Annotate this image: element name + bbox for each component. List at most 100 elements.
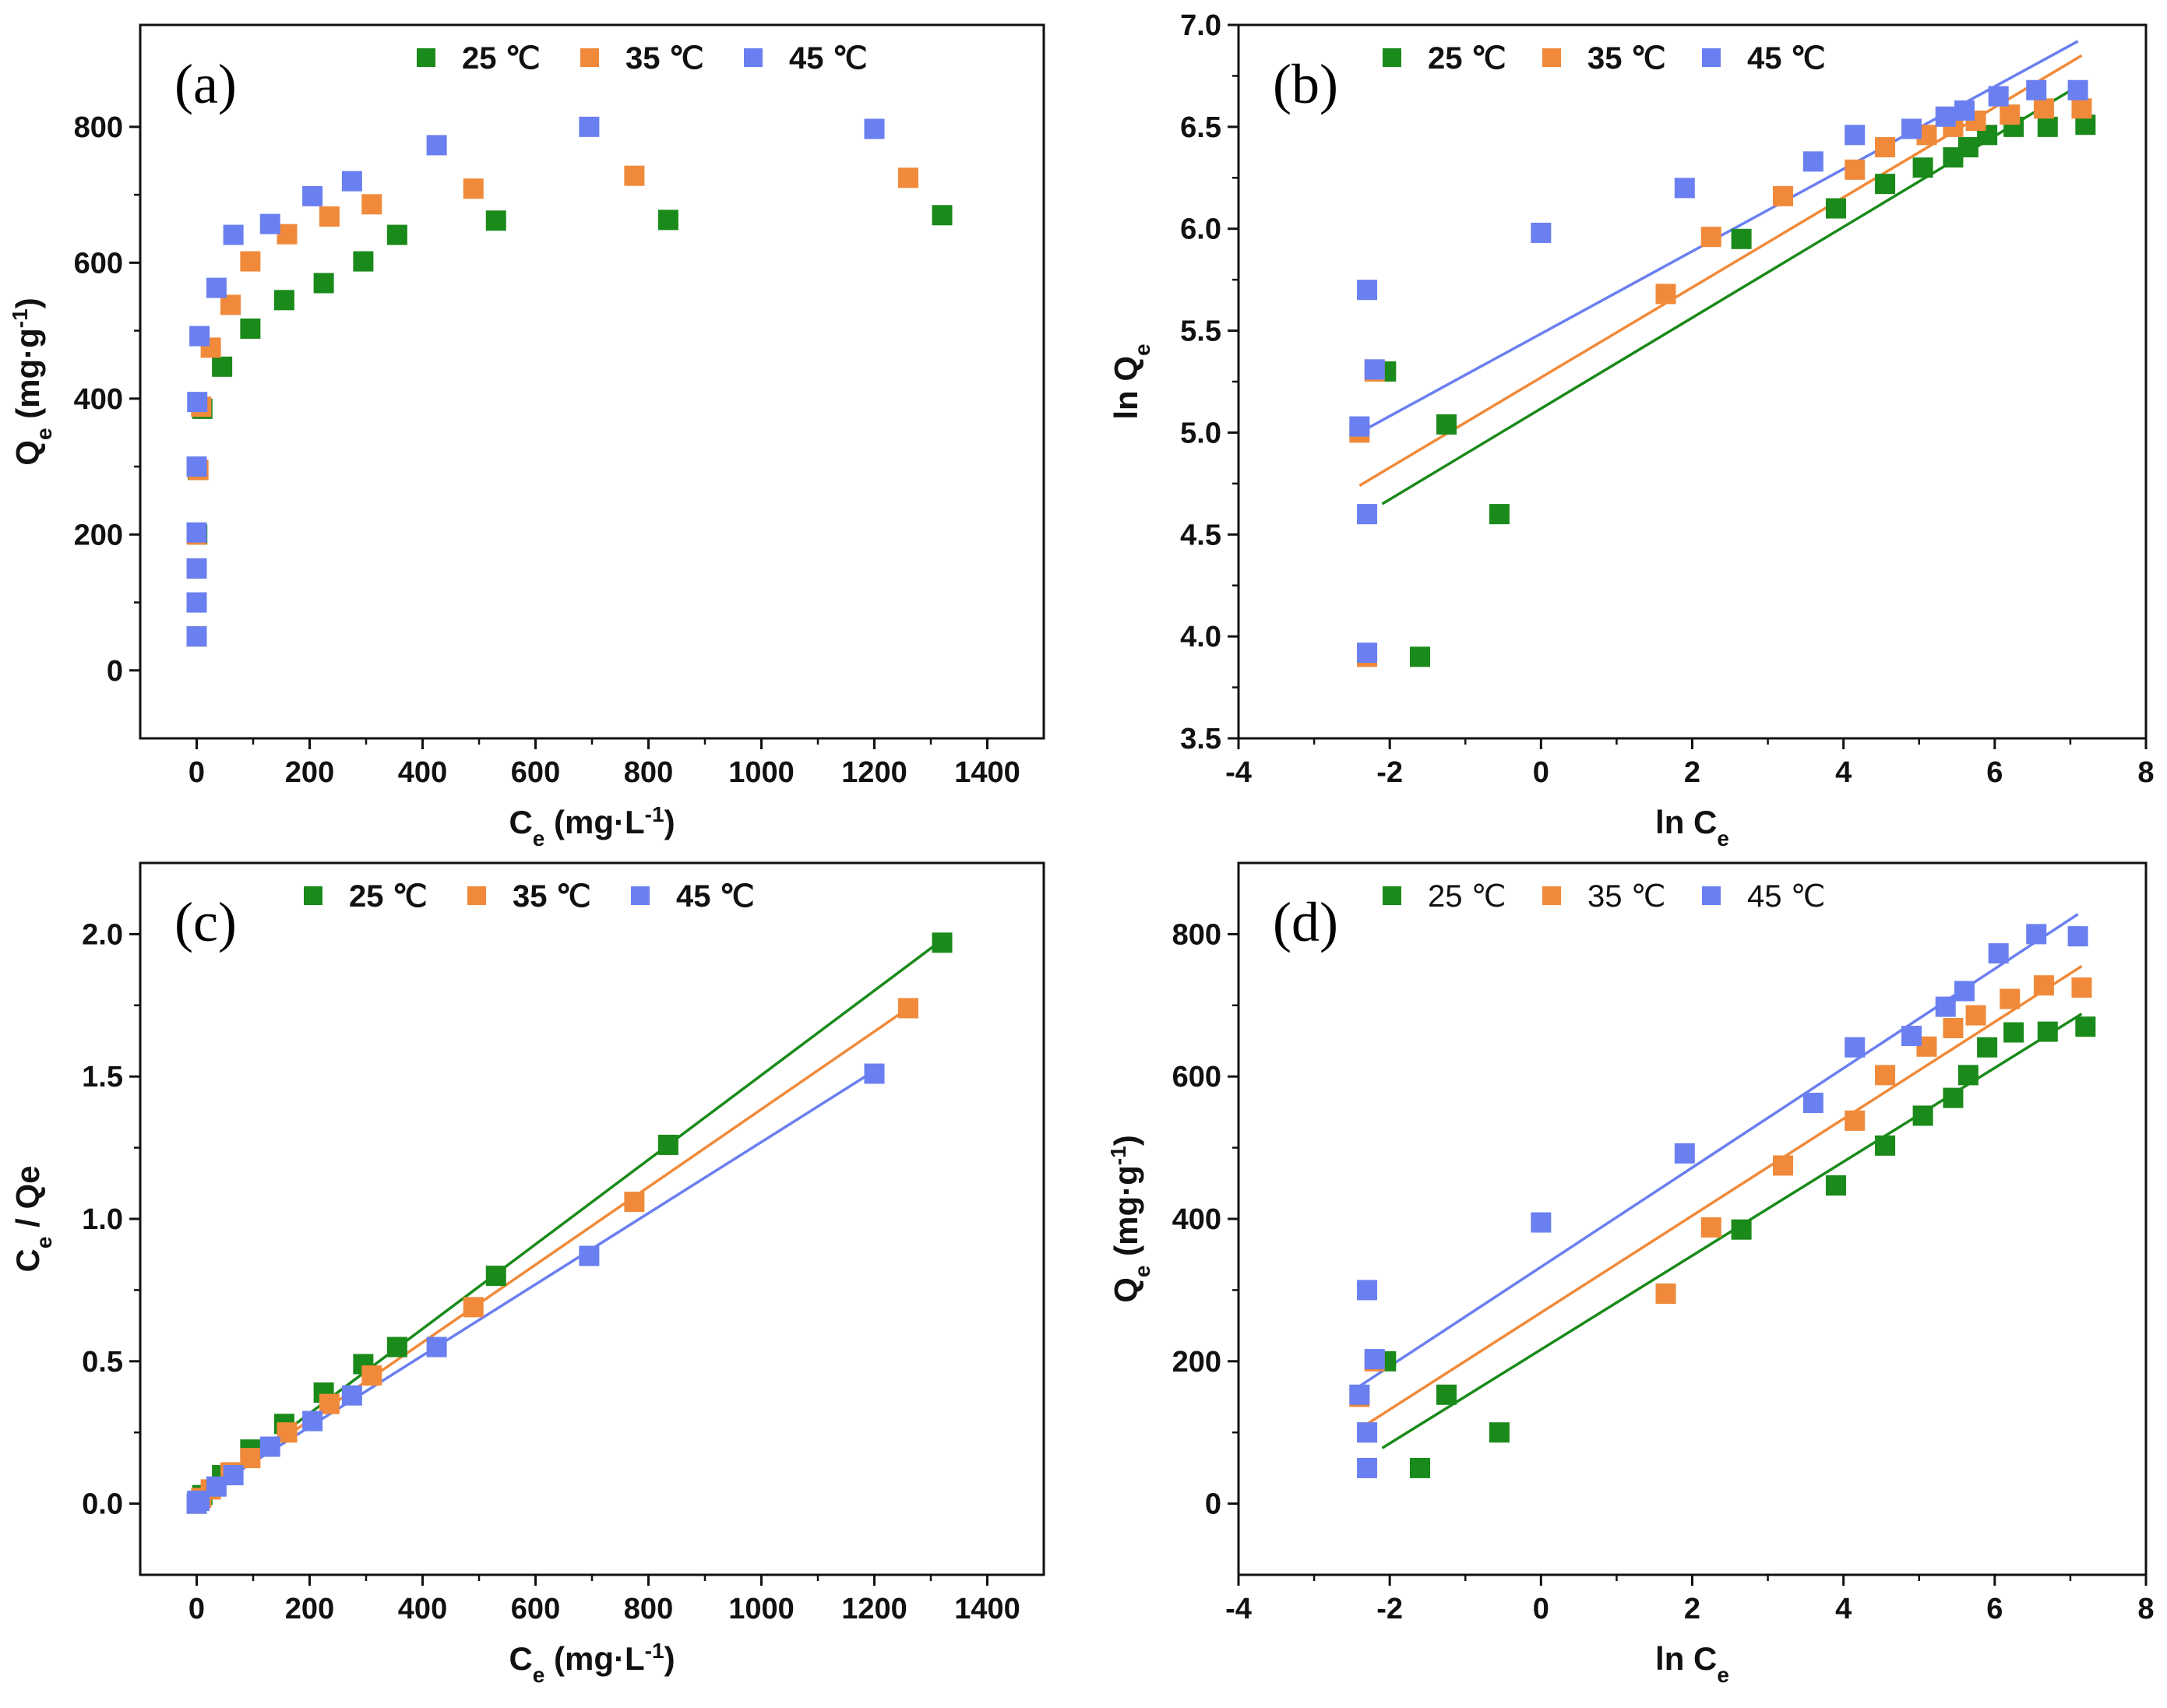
y-tick-label: 3.5	[1180, 723, 1221, 755]
data-point	[1731, 228, 1752, 249]
axis-title: Qe (mg·g-1)	[8, 298, 56, 465]
data-point	[2000, 104, 2021, 125]
axis-title: ln Ce	[1655, 804, 1729, 850]
data-point	[240, 1448, 261, 1469]
x-tick-label: 200	[285, 756, 334, 789]
x-tick-label: 8	[2137, 1593, 2154, 1625]
data-point	[1954, 981, 1975, 1002]
data-point	[1674, 178, 1695, 199]
data-point	[1845, 125, 1866, 146]
legend-marker	[304, 886, 322, 905]
data-point	[463, 1297, 484, 1318]
y-tick-label: 0	[107, 655, 123, 688]
legend-marker	[744, 48, 763, 67]
data-point	[1531, 222, 1552, 243]
panel-label: (d)	[1273, 891, 1338, 953]
data-point	[273, 290, 294, 311]
x-tick-label: 0	[189, 1593, 205, 1625]
x-tick-label: 800	[624, 756, 673, 789]
legend-label: 35 ℃	[513, 879, 591, 914]
data-point	[313, 273, 334, 294]
data-point	[2071, 98, 2092, 119]
data-point	[186, 626, 207, 647]
x-tick-label: 2	[1684, 1593, 1700, 1625]
x-tick-label: 2	[1684, 756, 1700, 789]
legend-marker	[1542, 886, 1561, 905]
legend-label: 25 ℃	[462, 41, 541, 76]
legend-marker	[1383, 886, 1401, 905]
data-point	[2026, 924, 2047, 945]
data-point	[1357, 1422, 1378, 1443]
data-point	[426, 135, 447, 156]
data-point	[1825, 1175, 1846, 1196]
y-tick-label: 0	[1205, 1488, 1221, 1521]
data-point	[463, 178, 484, 199]
legend-label: 25 ℃	[1428, 879, 1506, 914]
y-tick-label: 6.5	[1180, 111, 1221, 144]
data-point	[1845, 1037, 1866, 1058]
x-tick-label: 6	[1986, 756, 2003, 789]
data-point	[864, 1063, 885, 1084]
legend-marker	[631, 886, 650, 905]
axis-title: Ce (mg·L-1)	[509, 1639, 675, 1687]
data-point	[302, 185, 323, 206]
data-point	[932, 205, 953, 226]
data-point	[1357, 1280, 1378, 1301]
x-tick-label: -4	[1225, 1593, 1252, 1625]
data-point	[624, 1192, 645, 1213]
data-point	[1875, 137, 1896, 158]
data-point	[186, 558, 207, 579]
axis-title: ln Ce	[1655, 1640, 1729, 1687]
plot-frame	[139, 861, 1045, 1576]
data-point	[1700, 227, 1721, 248]
data-point	[1965, 1005, 1986, 1026]
legend-label: 45 ℃	[1747, 41, 1826, 76]
data-point	[2071, 977, 2092, 998]
data-point	[898, 167, 918, 188]
x-tick-label: 0	[189, 756, 205, 789]
data-point	[2026, 79, 2047, 100]
data-point	[1935, 996, 1956, 1017]
data-point	[361, 1365, 382, 1386]
legend-marker	[467, 886, 486, 905]
data-point	[1875, 1065, 1896, 1086]
data-point	[1349, 1384, 1370, 1405]
data-point	[1845, 1110, 1866, 1131]
data-point	[2000, 988, 2021, 1009]
y-tick-label: 1.0	[82, 1203, 123, 1236]
legend-label: 45 ℃	[676, 879, 755, 914]
data-point	[1912, 1105, 1933, 1126]
x-tick-label: 0	[1533, 1593, 1549, 1625]
data-point	[1655, 283, 1676, 305]
data-point	[2037, 116, 2058, 137]
data-point	[1436, 1384, 1457, 1405]
data-point	[624, 165, 645, 186]
y-tick-label: 5.0	[1180, 417, 1221, 449]
data-point	[1988, 86, 2009, 107]
data-point	[1349, 416, 1370, 437]
y-tick-label: 7.0	[1180, 9, 1221, 42]
x-tick-label: 1200	[841, 756, 907, 789]
data-point	[1410, 1457, 1430, 1478]
data-point	[1957, 1065, 1978, 1086]
data-point	[2075, 1016, 2096, 1037]
data-point	[386, 224, 407, 245]
data-point	[1410, 646, 1430, 667]
legend-marker	[1383, 48, 1401, 67]
x-tick-label: 1000	[728, 756, 795, 789]
data-point	[189, 1490, 210, 1511]
data-point	[1977, 1037, 1998, 1058]
data-point	[2067, 926, 2088, 947]
data-point	[223, 1465, 244, 1486]
data-point	[1489, 1422, 1510, 1443]
data-point	[1531, 1212, 1552, 1233]
y-tick-label: 800	[1172, 918, 1221, 951]
data-point	[932, 932, 953, 953]
data-point	[1802, 1093, 1823, 1114]
legend-label: 35 ℃	[1587, 879, 1666, 914]
y-tick-label: 4.0	[1180, 621, 1221, 653]
data-point	[1901, 118, 1922, 139]
x-tick-label: 0	[1533, 756, 1549, 789]
data-point	[1943, 1018, 1964, 1039]
x-tick-label: 1400	[954, 1593, 1020, 1625]
